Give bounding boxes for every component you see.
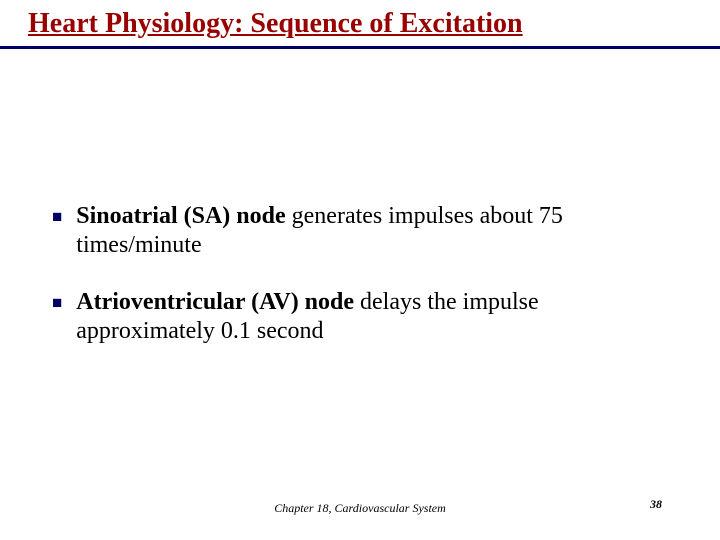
bullet-item: ■ Atrioventricular (AV) node delays the i… [52, 288, 680, 346]
footer-page-number: 38 [650, 497, 662, 512]
slide: Heart Physiology: Sequence of Excitation… [0, 0, 720, 540]
title-underline-rule [0, 46, 720, 49]
bullet-item: ■ Sinoatrial (SA) node generates impulses… [52, 202, 680, 260]
bullet-square-icon: ■ [52, 202, 62, 227]
slide-title: Heart Physiology: Sequence of Excitation [28, 8, 523, 40]
bullet-square-icon: ■ [52, 288, 62, 313]
bullet-text: Sinoatrial (SA) node generates impulses … [76, 202, 680, 260]
footer-center: Chapter 18, Cardiovascular System [0, 501, 720, 516]
bullet-text: Atrioventricular (AV) node delays the im… [76, 288, 680, 346]
